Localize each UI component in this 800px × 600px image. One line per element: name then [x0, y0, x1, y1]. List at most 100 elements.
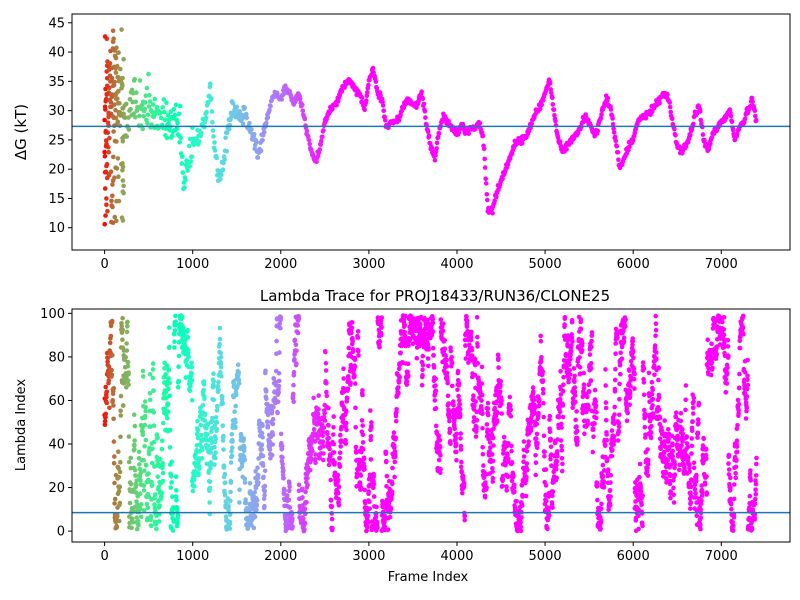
lambda-point — [683, 407, 688, 413]
lambda-point — [498, 379, 504, 384]
lambda-point — [704, 456, 709, 462]
lambda-point — [216, 379, 221, 385]
lambda-point — [460, 474, 466, 479]
lambda-point — [143, 463, 149, 468]
lambda-point — [452, 417, 457, 423]
lambda-point — [313, 452, 319, 457]
lambda-point — [137, 474, 143, 480]
delta-g-point — [362, 107, 368, 113]
lambda-point — [374, 504, 379, 510]
lambda-point — [124, 329, 130, 335]
lambda-point — [612, 389, 618, 394]
lambda-point — [694, 472, 699, 478]
delta-g-point — [171, 107, 177, 112]
lambda-point — [725, 337, 731, 343]
lambda-point — [508, 403, 513, 409]
lambda-point — [562, 322, 567, 327]
lambda-point — [159, 446, 165, 452]
lambda-point — [251, 525, 257, 531]
lambda-point — [126, 382, 131, 387]
lambda-point — [714, 352, 719, 357]
delta-g-point — [152, 96, 158, 102]
lambda-point — [367, 506, 372, 512]
delta-g-point — [339, 89, 345, 94]
lambda-point — [102, 422, 108, 428]
lambda-point — [678, 418, 684, 424]
delta-g-point — [420, 96, 426, 101]
lambda-point — [384, 484, 389, 489]
lambda-point — [624, 406, 630, 411]
lambda-point — [492, 405, 498, 411]
lambda-point — [577, 364, 583, 370]
lambda-point — [529, 425, 534, 430]
lambda-point — [560, 461, 565, 467]
lambda-point — [341, 366, 346, 372]
lambda-point — [733, 475, 738, 481]
lambda-point — [212, 462, 217, 467]
lambda-point — [125, 363, 131, 369]
delta-g-point — [114, 166, 120, 171]
lambda-point — [103, 384, 108, 390]
lambda-point — [608, 502, 613, 508]
delta-g-point — [317, 147, 323, 152]
lambda-point — [698, 522, 703, 528]
delta-g-point — [204, 109, 209, 115]
delta-g-point — [670, 116, 675, 122]
lambda-point — [301, 516, 306, 521]
lambda-point — [726, 467, 732, 472]
delta-g-point — [108, 104, 113, 109]
delta-g-point — [158, 110, 163, 115]
delta-g-point — [211, 134, 216, 139]
lambda-point — [734, 458, 739, 463]
lambda-point — [534, 421, 540, 427]
lambda-point — [384, 458, 389, 464]
lambda-point — [172, 339, 177, 345]
lambda-point — [276, 383, 282, 389]
lambda-point — [542, 454, 547, 459]
lambda-point — [619, 356, 625, 362]
lambda-point — [281, 475, 286, 481]
lambda-point — [326, 435, 332, 441]
delta-g-point — [611, 130, 617, 135]
lambda-point — [233, 403, 238, 409]
lambda-point — [120, 337, 125, 343]
lambda-point — [130, 516, 135, 521]
lambda-point — [366, 489, 372, 495]
lambda-point — [373, 515, 379, 520]
lambda-point — [420, 362, 426, 368]
lambda-point — [519, 515, 524, 520]
lambda-point — [202, 412, 208, 418]
lambda-point — [570, 339, 575, 344]
lambda-point — [656, 377, 661, 383]
lambda-point — [458, 447, 464, 452]
lambda-point — [316, 393, 322, 398]
delta-g-point — [137, 78, 143, 83]
lambda-point — [119, 323, 124, 329]
lambda-point — [451, 399, 456, 404]
lambda-point — [390, 481, 395, 487]
lambda-point — [417, 343, 422, 349]
lambda-point — [725, 371, 730, 376]
lambda-point — [368, 457, 374, 462]
lambda-point — [138, 470, 144, 475]
delta-g-point — [126, 115, 131, 120]
delta-g-point — [359, 95, 365, 101]
delta-g-point — [484, 192, 490, 197]
lambda-point — [479, 392, 485, 398]
lambda-point — [641, 380, 647, 385]
delta-g-point — [107, 60, 113, 66]
lambda-point — [167, 344, 172, 350]
lambda-point — [133, 473, 138, 478]
delta-g-point — [519, 141, 525, 146]
lambda-point — [649, 379, 655, 385]
delta-g-point — [116, 112, 122, 117]
lambda-point — [341, 389, 347, 395]
delta-g-point — [319, 138, 324, 144]
lambda-point — [424, 326, 429, 332]
delta-g-point — [249, 127, 254, 132]
lambda-point — [405, 369, 411, 375]
lambda-point — [207, 500, 212, 505]
delta-g-point — [485, 197, 490, 203]
lambda-point — [379, 325, 384, 330]
delta-g-point — [550, 95, 555, 101]
